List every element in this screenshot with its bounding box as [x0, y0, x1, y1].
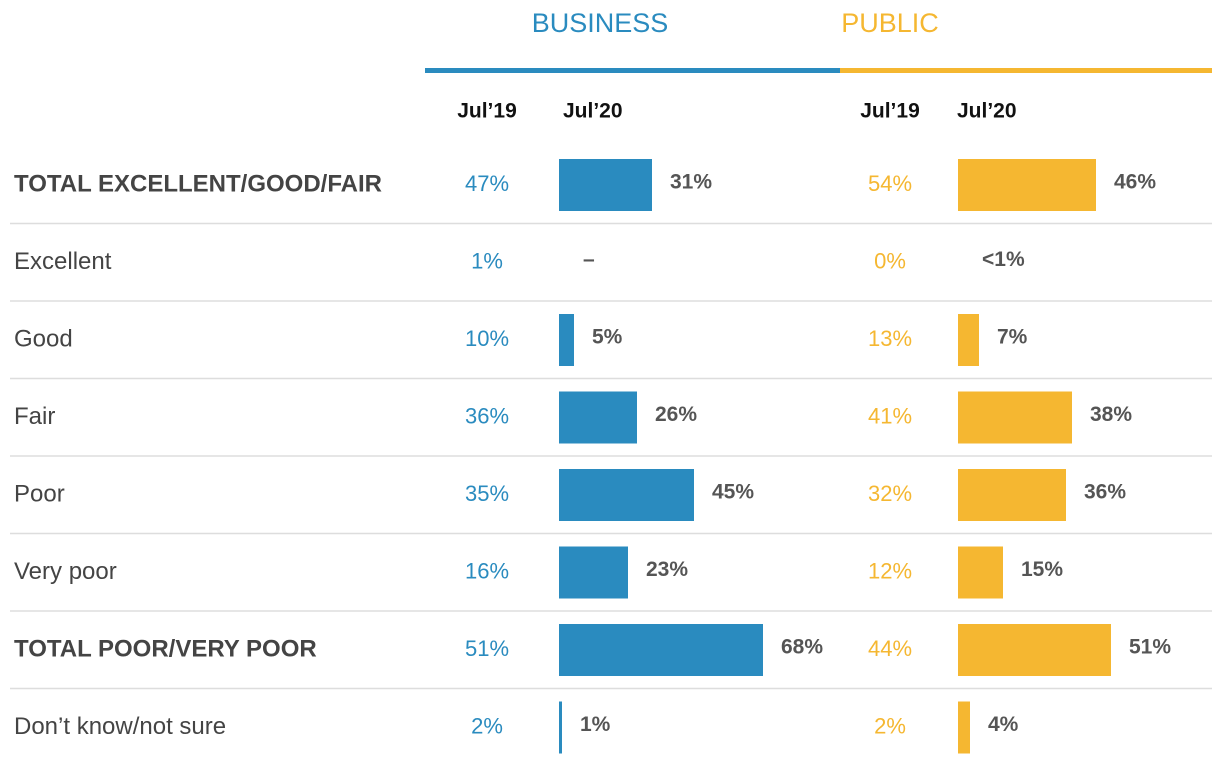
- value-label: 12%: [868, 558, 912, 583]
- bar: [559, 701, 562, 754]
- value-label: 51%: [465, 636, 509, 661]
- group-underline: [840, 68, 1212, 73]
- value-label: 36%: [465, 403, 509, 428]
- bar-label: 7%: [997, 326, 1028, 349]
- row-label: Good: [14, 325, 73, 352]
- value-label: 13%: [868, 326, 912, 351]
- row-label: Fair: [14, 403, 55, 430]
- bar: [958, 701, 970, 754]
- value-label: 2%: [874, 713, 906, 738]
- bar: [559, 159, 652, 211]
- group-underline: [425, 68, 840, 73]
- bar: [958, 391, 1072, 444]
- bar: [958, 469, 1066, 521]
- value-label: 10%: [465, 326, 509, 351]
- bar: [958, 159, 1096, 211]
- value-label: 35%: [465, 481, 509, 506]
- bar-label: 38%: [1090, 403, 1132, 426]
- bar-label: 23%: [646, 558, 688, 581]
- row-label: TOTAL EXCELLENT/GOOD/FAIR: [14, 170, 382, 197]
- bar: [559, 314, 574, 366]
- value-label: 54%: [868, 171, 912, 196]
- bar-label: <1%: [982, 248, 1025, 271]
- bar-label: 31%: [670, 171, 712, 194]
- value-label: 1%: [471, 248, 503, 273]
- row-label: Excellent: [14, 248, 112, 275]
- bar-label: –: [583, 248, 595, 271]
- value-label: 16%: [465, 558, 509, 583]
- bar: [559, 546, 628, 599]
- value-label: 47%: [465, 171, 509, 196]
- value-label: 41%: [868, 403, 912, 428]
- bar-label: 15%: [1021, 558, 1063, 581]
- bar-label: 46%: [1114, 171, 1156, 194]
- value-label: 0%: [874, 248, 906, 273]
- bar-label: 68%: [781, 636, 823, 659]
- row-label: Poor: [14, 480, 65, 507]
- group-title: BUSINESS: [532, 8, 669, 38]
- row-label: TOTAL POOR/VERY POOR: [14, 635, 317, 662]
- bar-label: 51%: [1129, 636, 1171, 659]
- column-header: Jul’19: [860, 100, 920, 123]
- bar-label: 36%: [1084, 481, 1126, 504]
- column-header: Jul’20: [563, 100, 623, 123]
- bar-label: 5%: [592, 326, 623, 349]
- column-header: Jul’19: [457, 100, 517, 123]
- column-header: Jul’20: [957, 100, 1017, 123]
- row-label: Don’t know/not sure: [14, 713, 226, 740]
- row-label: Very poor: [14, 558, 117, 585]
- bar: [958, 624, 1111, 676]
- value-label: 2%: [471, 713, 503, 738]
- bar-label: 26%: [655, 403, 697, 426]
- value-label: 32%: [868, 481, 912, 506]
- bar: [559, 469, 694, 521]
- bar: [559, 624, 763, 676]
- group-title: PUBLIC: [841, 8, 939, 38]
- bar-label: 45%: [712, 481, 754, 504]
- bar: [559, 391, 637, 444]
- value-label: 44%: [868, 636, 912, 661]
- bar-label: 4%: [988, 713, 1019, 736]
- bar: [958, 314, 979, 366]
- bar-label: 1%: [580, 713, 611, 736]
- bar: [958, 546, 1003, 599]
